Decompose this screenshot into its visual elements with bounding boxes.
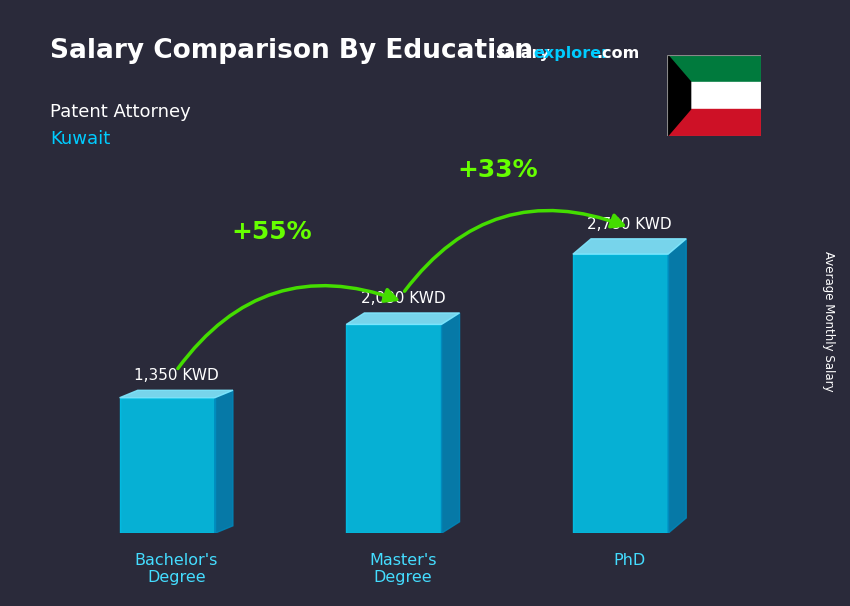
- Bar: [667, 82, 761, 109]
- Text: salary: salary: [495, 46, 550, 61]
- Polygon shape: [346, 313, 460, 324]
- Text: Salary Comparison By Education: Salary Comparison By Education: [50, 38, 533, 64]
- Text: Bachelor's
Degree: Bachelor's Degree: [134, 553, 218, 585]
- Bar: [573, 254, 668, 533]
- Text: 1,350 KWD: 1,350 KWD: [133, 368, 218, 384]
- Bar: [667, 55, 761, 82]
- Text: Master's
Degree: Master's Degree: [369, 553, 437, 585]
- Polygon shape: [668, 239, 686, 533]
- Polygon shape: [441, 313, 460, 533]
- Polygon shape: [573, 239, 686, 254]
- Text: PhD: PhD: [614, 553, 646, 568]
- Text: 2,080 KWD: 2,080 KWD: [360, 291, 445, 306]
- Text: Average Monthly Salary: Average Monthly Salary: [822, 251, 836, 391]
- Bar: [346, 324, 441, 533]
- Polygon shape: [667, 55, 690, 136]
- Text: explorer: explorer: [533, 46, 609, 61]
- Text: Kuwait: Kuwait: [50, 130, 110, 148]
- Text: Patent Attorney: Patent Attorney: [50, 102, 190, 121]
- Text: 2,780 KWD: 2,780 KWD: [587, 217, 672, 232]
- Polygon shape: [120, 390, 233, 398]
- Text: .com: .com: [597, 46, 640, 61]
- Bar: [120, 398, 215, 533]
- Polygon shape: [215, 390, 233, 533]
- Bar: [667, 109, 761, 136]
- Text: +55%: +55%: [231, 220, 312, 244]
- Text: +33%: +33%: [458, 158, 538, 182]
